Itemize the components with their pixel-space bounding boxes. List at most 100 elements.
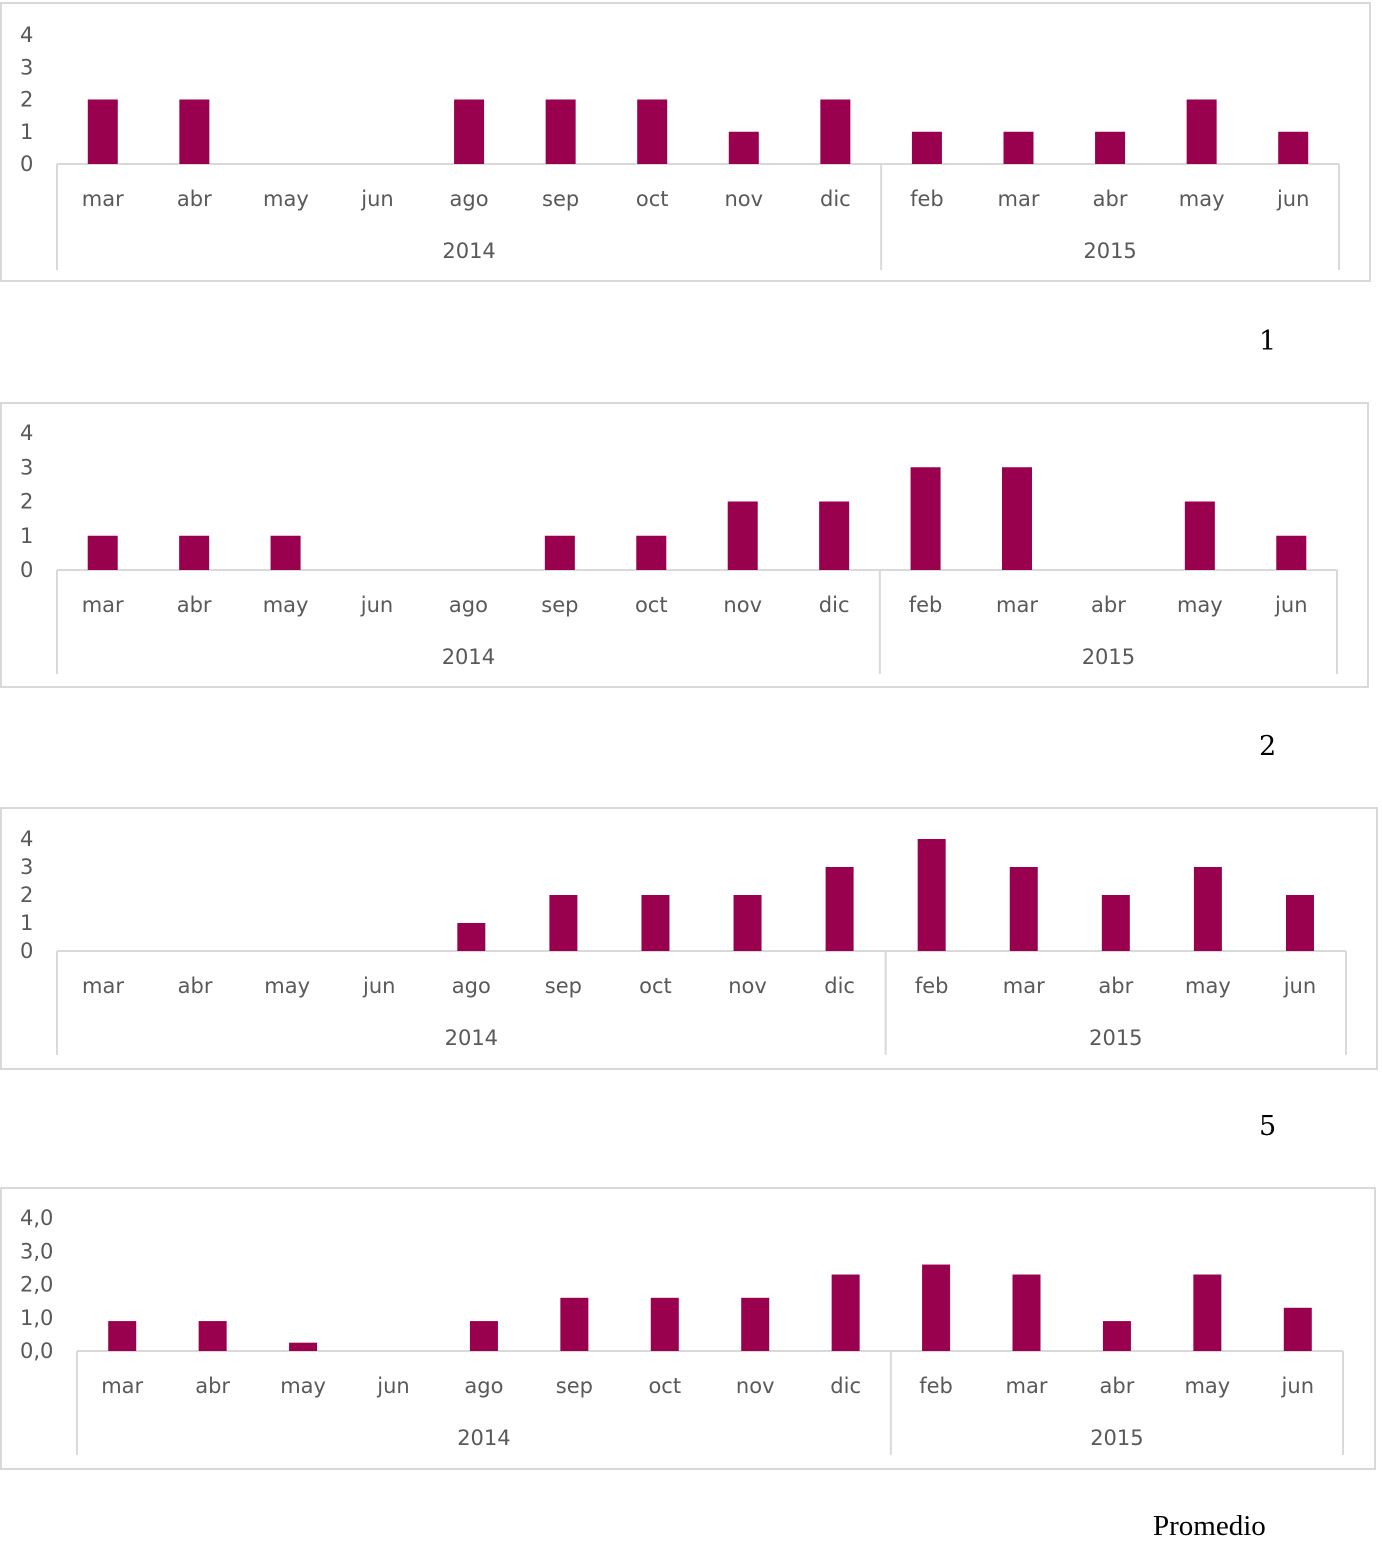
x-tick-label: feb	[909, 593, 943, 617]
bar-8	[825, 867, 854, 951]
x-tick-label: mar	[998, 187, 1040, 211]
x-tick-label: dic	[819, 593, 850, 617]
chart-panel-1: 0 1 2 3 4 mar abr may jun ago sep oct nov dic feb mar ab…	[0, 2, 1371, 282]
y-tick-label: 4	[20, 827, 33, 851]
x-tick-label: dic	[820, 187, 851, 211]
bar-12	[1193, 1274, 1222, 1351]
group-label: 2015	[1090, 1426, 1143, 1450]
bar-11	[1102, 1321, 1131, 1351]
x-tick-label: mar	[82, 974, 124, 998]
group-label: 2015	[1082, 645, 1135, 669]
bar-9	[910, 467, 941, 570]
y-tick-label: 2	[20, 490, 33, 514]
x-tick-label: abr	[177, 593, 212, 617]
bar-12	[1186, 99, 1217, 164]
bar-2	[289, 1342, 318, 1351]
x-tick-label: nov	[728, 974, 767, 998]
bar-8	[831, 1274, 860, 1351]
bar-10	[1009, 867, 1038, 951]
x-tick-label: feb	[915, 974, 949, 998]
y-tick-label: 2	[20, 883, 33, 907]
bar-chart-1: 0 1 2 3 4 mar abr may jun ago sep oct nov dic feb mar ab…	[20, 23, 1340, 270]
y-tick-label: 4	[20, 23, 33, 47]
bar-1	[179, 99, 210, 164]
y-tick-label: 3	[20, 855, 33, 879]
x-tick-label: mar	[1003, 974, 1045, 998]
bar-1	[179, 535, 210, 570]
bar-10	[1012, 1274, 1041, 1351]
y-tick-label: 3	[20, 55, 33, 79]
chart-caption-3: 5	[1259, 1111, 1277, 1142]
x-tick-label: abr	[1091, 593, 1126, 617]
x-tick-label: abr	[1100, 1374, 1135, 1398]
x-tick-label: abr	[1093, 187, 1128, 211]
bar-12	[1193, 867, 1222, 951]
bar-12	[1184, 501, 1215, 570]
x-tick-label: may	[1179, 187, 1225, 211]
group-label: 2014	[445, 1026, 498, 1050]
chart-panel-3: 0 1 2 3 4 mar abr may jun ago sep oct nov dic feb mar ab…	[0, 807, 1378, 1070]
y-tick-label: 0	[20, 558, 33, 582]
bar-10	[1003, 131, 1034, 164]
x-tick-label: may	[263, 593, 309, 617]
bar-9	[917, 839, 946, 951]
y-tick-label: 3,0	[20, 1239, 53, 1263]
x-tick-label: abr	[195, 1374, 230, 1398]
x-tick-label: abr	[178, 974, 213, 998]
x-tick-label: jun	[360, 187, 393, 211]
x-tick-label: sep	[556, 1374, 593, 1398]
bar-6	[641, 895, 670, 951]
x-tick-label: may	[263, 187, 309, 211]
x-tick-label: jun	[1274, 593, 1307, 617]
bar-chart-4: 0,0 1,0 2,0 3,0 4,0 mar abr may jun ago sep oct nov d…	[20, 1206, 1344, 1455]
x-tick-label: nov	[723, 593, 762, 617]
bar-7	[727, 501, 758, 570]
chart-panel-4: 0,0 1,0 2,0 3,0 4,0 mar abr may jun ago sep oct nov d…	[0, 1187, 1376, 1470]
x-tick-label: oct	[636, 187, 669, 211]
x-tick-label: jun	[1281, 1374, 1314, 1398]
x-tick-label: may	[1185, 974, 1231, 998]
bar-2	[270, 535, 301, 570]
bar-0	[87, 535, 118, 570]
bar-7	[741, 1297, 770, 1351]
bar-13	[1278, 131, 1309, 164]
x-tick-label: oct	[635, 593, 668, 617]
x-tick-label: mar	[82, 593, 124, 617]
x-tick-label: abr	[1098, 974, 1133, 998]
x-tick-label: may	[1177, 593, 1223, 617]
y-tick-label: 0	[20, 939, 33, 963]
bar-4	[469, 1321, 498, 1351]
x-tick-label: jun	[376, 1374, 409, 1398]
y-tick-label: 3	[20, 455, 33, 479]
y-tick-label: 2,0	[20, 1273, 53, 1297]
y-tick-label: 1	[20, 524, 33, 548]
y-tick-label: 1	[20, 911, 33, 935]
x-tick-label: sep	[541, 593, 578, 617]
bar-13	[1276, 535, 1307, 570]
group-label: 2014	[457, 1426, 510, 1450]
bar-11	[1101, 895, 1130, 951]
bar-13	[1283, 1307, 1312, 1351]
bar-7	[733, 895, 762, 951]
x-tick-label: sep	[545, 974, 582, 998]
x-tick-label: oct	[639, 974, 672, 998]
x-tick-label: abr	[177, 187, 212, 211]
bar-5	[549, 895, 578, 951]
x-tick-label: may	[264, 974, 310, 998]
chart-panel-2: 0 1 2 3 4 mar abr may jun ago sep oct nov dic feb mar ab…	[0, 402, 1369, 688]
bar-11	[1095, 131, 1126, 164]
bar-9	[922, 1264, 951, 1351]
y-tick-label: 2	[20, 88, 33, 112]
x-tick-label: may	[1184, 1374, 1230, 1398]
x-tick-label: ago	[450, 187, 489, 211]
bar-6	[637, 99, 668, 164]
chart-caption-2: 2	[1259, 731, 1277, 762]
bar-9	[911, 131, 942, 164]
x-tick-label: oct	[648, 1374, 681, 1398]
x-tick-label: nov	[724, 187, 763, 211]
x-tick-label: feb	[919, 1374, 953, 1398]
group-label: 2014	[442, 239, 495, 263]
x-tick-label: dic	[824, 974, 855, 998]
bar-5	[544, 535, 575, 570]
bar-10	[1002, 467, 1032, 570]
